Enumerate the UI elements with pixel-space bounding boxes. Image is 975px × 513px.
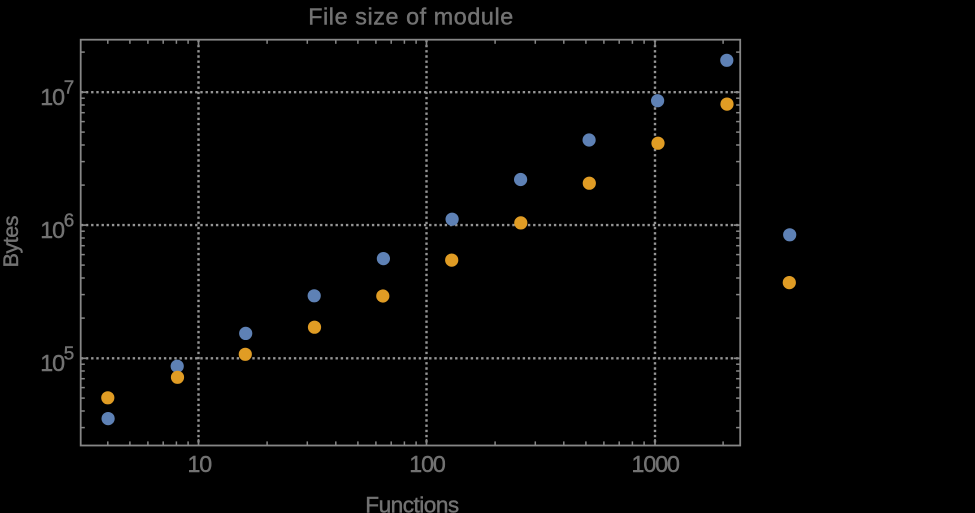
svg-text:6: 6 — [64, 209, 74, 230]
svg-text:7: 7 — [64, 76, 74, 97]
svg-text:10: 10 — [40, 350, 64, 376]
svg-text:10: 10 — [40, 84, 64, 110]
svg-text:5: 5 — [64, 343, 74, 364]
svg-text:Bytes: Bytes — [0, 216, 23, 267]
svg-text:1000: 1000 — [632, 451, 680, 477]
svg-text:10: 10 — [187, 451, 211, 477]
svg-text:Functions: Functions — [365, 492, 459, 513]
svg-text:File size of module: File size of module — [308, 3, 514, 29]
svg-text:10: 10 — [40, 217, 64, 243]
svg-text:100: 100 — [409, 451, 445, 477]
